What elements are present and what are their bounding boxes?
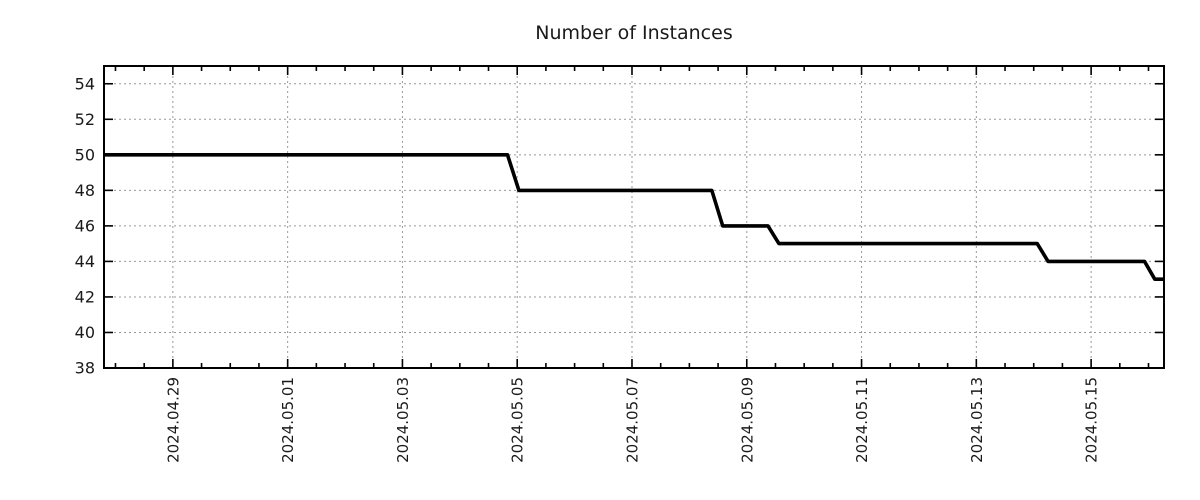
x-tick-label: 2024.05.01 — [279, 377, 297, 463]
x-tick-label: 2024.05.07 — [623, 377, 641, 463]
plot-border — [103, 65, 1165, 369]
y-tick-label: 48 — [75, 181, 95, 200]
y-tick-label: 44 — [75, 252, 95, 271]
grid-layer — [104, 66, 1164, 368]
x-tick-label: 2024.05.13 — [968, 377, 986, 463]
y-tick-label: 46 — [75, 216, 95, 235]
x-tick-label: 2024.05.15 — [1083, 377, 1101, 463]
y-tick-label: 54 — [75, 74, 95, 93]
y-tick-label: 52 — [75, 110, 95, 129]
x-tick-label: 2024.05.11 — [853, 377, 871, 463]
x-tick-label: 2024.04.29 — [164, 377, 182, 463]
y-tick-label: 38 — [75, 359, 95, 378]
x-tick-label: 2024.05.03 — [394, 377, 412, 463]
instances-line — [104, 153, 1164, 282]
y-tick-label: 42 — [75, 287, 95, 306]
tick-layer — [104, 66, 1164, 369]
series-layer — [104, 153, 1164, 282]
x-tick-label: 2024.05.05 — [509, 377, 527, 463]
y-tick-label: 50 — [75, 145, 95, 164]
y-tick-label: 40 — [75, 323, 95, 342]
x-tick-label: 2024.05.09 — [738, 377, 756, 463]
label-layer: 38 40 42 44 46 48 50 52 54 2024.04.29 2024.05.01 20… — [75, 74, 1101, 463]
chart-title: Number of Instances — [535, 22, 732, 44]
